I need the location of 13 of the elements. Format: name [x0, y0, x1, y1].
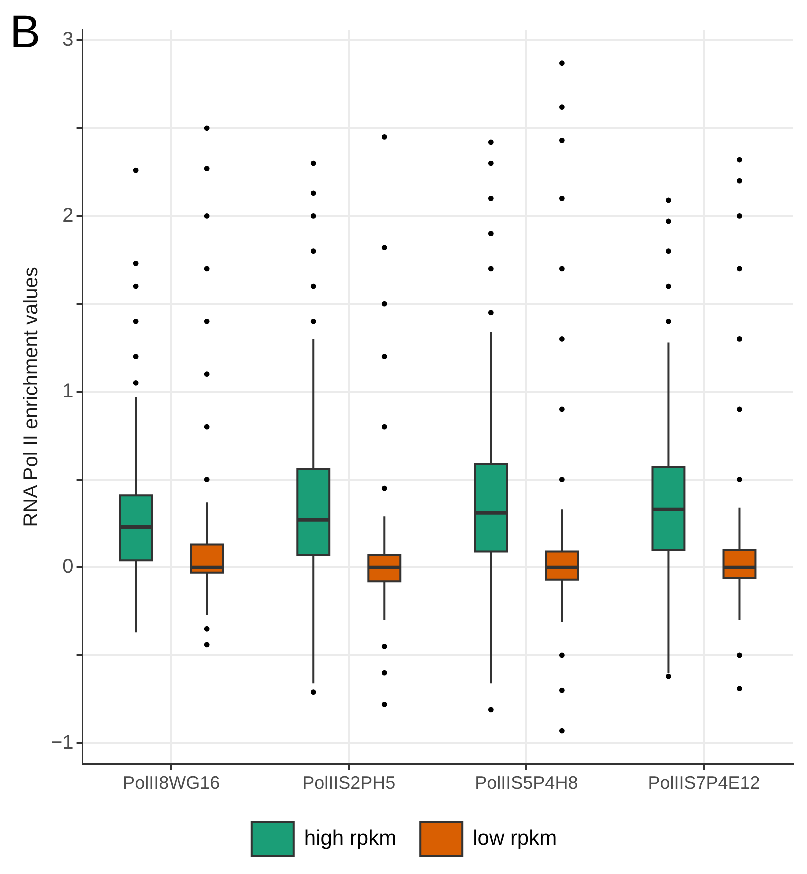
x-tick-label: PolIIS5P4H8	[475, 773, 578, 794]
legend-label: high rpkm	[304, 826, 397, 850]
y-axis-title: RNA Pol II enrichment values	[20, 267, 43, 528]
y-tick-label: 1	[62, 380, 74, 402]
y-tick-label: 2	[62, 204, 74, 227]
x-tick-label: PolIIS2PH5	[302, 773, 396, 794]
x-tick-label: PolIIS7P4E12	[648, 773, 760, 794]
legend-label: low rpkm	[473, 826, 558, 850]
y-tick-label: −1	[50, 732, 74, 754]
y-tick-label: 3	[62, 29, 74, 52]
y-tick-label: 0	[62, 556, 74, 578]
text: B	[10, 6, 41, 58]
x-tick-label: PolII8WG16	[123, 773, 220, 794]
